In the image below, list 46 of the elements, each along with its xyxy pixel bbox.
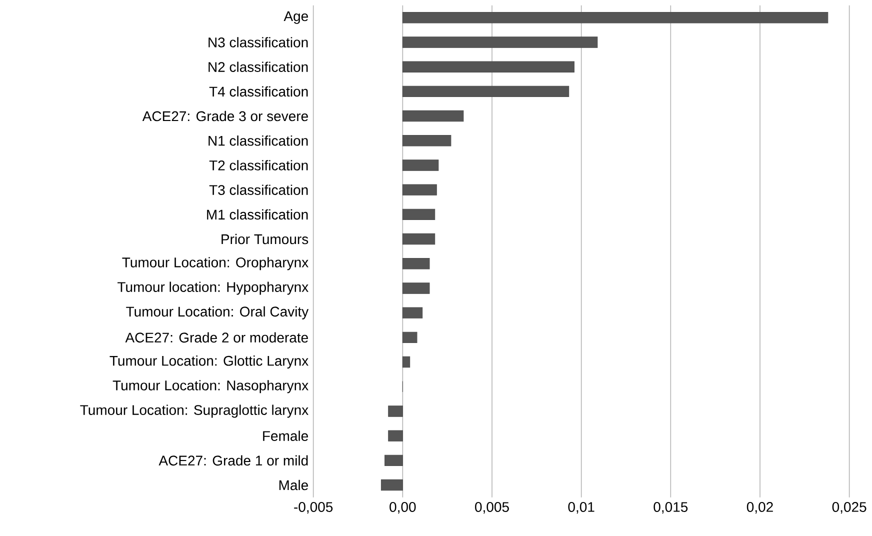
x-tick-label: 0,01 [568,502,594,514]
bar [402,110,464,122]
bar [402,160,439,171]
x-tick-label: 0,00 [390,502,416,514]
bar [402,36,598,48]
bar [402,233,436,245]
bar [384,454,403,466]
bar [402,184,437,196]
y-tick-label: T3 classification [209,184,308,195]
y-tick-label: Tumour Location: Oral Cavity [126,306,309,320]
bar [388,430,403,442]
bar [402,12,828,24]
bar [402,86,570,98]
bar [380,479,403,491]
y-tick-label: N2 classification [208,62,308,72]
y-tick-label: Female [263,430,308,441]
y-tick-label: Prior Tumours [222,234,308,244]
y-tick-label: Tumour Location: Nasopharynx [112,380,308,394]
y-tick-label: ACE27: Grade 2 or moderate [125,332,308,343]
y-tick-label: N3 classification [208,37,308,48]
y-tick-label: M1 classification [207,209,308,220]
x-tick-label: 0,02 [746,502,773,514]
y-tick-label: Age [284,11,308,24]
x-tick-label: 0,005 [475,502,509,514]
y-tick-label: ACE27: Grade 1 or mild [158,455,308,466]
x-tick-label: -0,005 [294,502,333,514]
bar [402,135,452,146]
y-tick-label: N1 classification [208,135,308,146]
y-tick-label: T2 classification [209,160,308,170]
bar [402,332,418,344]
y-tick-label: ACE27: Grade 3 or severe [142,110,308,122]
x-tick-label: 0,025 [832,502,866,514]
bar [402,307,423,318]
y-tick-label: Tumour Location: Supraglottic larynx [80,404,308,418]
y-tick-label: Male [279,480,308,490]
y-tick-label: Tumour Location: Glottic Larynx [110,356,308,369]
y-tick-label: Tumour Location: Oropharynx [122,257,308,270]
bar [402,258,430,270]
bar [388,406,403,417]
bar [402,61,574,72]
y-tick-label: Tumour location: Hypopharynx [118,282,308,295]
bar [402,356,410,368]
x-tick-label: 0,015 [654,502,688,514]
bar [402,208,436,220]
y-tick-label: T4 classification [209,86,308,97]
bar [402,282,430,294]
